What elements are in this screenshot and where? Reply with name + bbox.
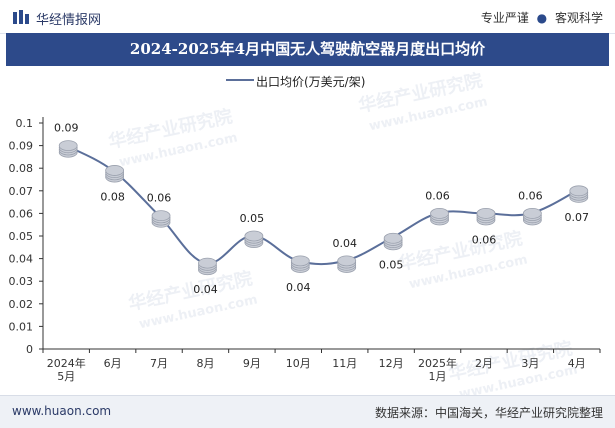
data-point-marker — [430, 207, 449, 226]
x-tick-label: 2024年 5月 — [47, 356, 86, 383]
y-tick-label: 0.06 — [9, 207, 34, 220]
marker-disc — [522, 207, 542, 219]
y-tick-label: 0.08 — [9, 162, 34, 175]
y-tick-label: 0.05 — [9, 230, 34, 243]
tagline-left: 专业严谨 — [480, 11, 529, 25]
data-label: 0.06 — [147, 192, 172, 205]
y-tick-label: 0.03 — [9, 275, 34, 288]
data-point-marker — [290, 255, 310, 273]
y-tick-label: 0.01 — [9, 320, 34, 333]
footer-url[interactable]: www.huaon.com — [12, 404, 112, 418]
x-tick-label: 6月 — [104, 357, 122, 370]
x-tick-label: 2025年 1月 — [418, 356, 457, 383]
data-label: 0.07 — [565, 211, 590, 224]
data-label: 0.06 — [518, 189, 543, 202]
legend-label: 出口均价(万美元/架) — [256, 75, 366, 89]
y-tick-label: 0.07 — [9, 185, 34, 198]
x-tick-label-line: 11月 — [332, 357, 357, 370]
footer: www.huaon.com 数据来源：中国海关，华经产业研究院整理 — [0, 395, 615, 428]
data-point-marker — [569, 185, 589, 203]
data-point-marker — [198, 257, 217, 276]
data-label: 0.08 — [100, 190, 125, 203]
data-label: 0.06 — [472, 233, 497, 246]
data-point-marker — [522, 207, 542, 226]
data-label: 0.05 — [379, 258, 404, 271]
x-tick-label: 10月 — [286, 357, 311, 370]
y-tick-label: 0.1 — [16, 117, 34, 130]
marker-disc — [290, 255, 310, 267]
x-tick-label-line: 2月 — [475, 357, 493, 370]
x-tick-label-line: 4月 — [568, 357, 586, 370]
data-point-marker — [476, 207, 496, 226]
data-point-marker — [337, 255, 357, 273]
marker-disc — [244, 230, 264, 242]
x-tick-label-line: 1月 — [429, 370, 447, 383]
x-tick-label-line: 5月 — [57, 370, 75, 383]
footer-source: 数据来源：中国海关，华经产业研究院整理 — [374, 406, 603, 420]
x-tick-label: 7月 — [150, 357, 168, 370]
y-tick-label: 0.02 — [9, 298, 34, 311]
marker-disc — [105, 165, 125, 176]
legend-line-icon — [226, 79, 254, 81]
y-tick-label: 0.09 — [9, 140, 34, 153]
brand-name: 华经情报网 — [36, 13, 102, 28]
marker-disc — [430, 207, 449, 219]
chart-title: 2024-2025年4月中国无人驾驶航空器月度出口均价 — [129, 40, 486, 58]
data-label: 0.04 — [193, 283, 218, 296]
y-tick-label: 0 — [26, 343, 33, 356]
data-point-marker — [383, 232, 403, 251]
logo-icon — [13, 10, 29, 24]
x-tick-label: 2月 — [475, 357, 493, 370]
tagline: 专业严谨 ● 客观科学 — [481, 9, 603, 26]
x-tick-label-line: 10月 — [286, 357, 311, 370]
tagline-right: 客观科学 — [554, 11, 603, 25]
x-tick-label-line: 7月 — [150, 357, 168, 370]
x-tick-label-line: 8月 — [196, 357, 214, 370]
marker-disc — [151, 210, 171, 222]
marker-disc — [383, 232, 403, 244]
x-tick-label: 3月 — [521, 357, 539, 370]
marker-disc — [476, 207, 496, 219]
x-tick-label-line: 2025年 — [418, 356, 457, 370]
x-tick-label-line: 12月 — [379, 357, 404, 370]
data-point-marker — [151, 210, 171, 228]
data-label: 0.06 — [425, 189, 450, 202]
marker-disc — [337, 255, 357, 267]
x-tick-label-line: 2024年 — [47, 356, 86, 370]
x-tick-label: 12月 — [379, 357, 404, 370]
data-point-marker — [105, 165, 125, 183]
data-point-marker — [58, 140, 78, 158]
data-point-marker — [244, 230, 264, 249]
x-tick-label: 9月 — [243, 357, 261, 370]
bullet-icon: ● — [536, 11, 548, 25]
x-tick-label: 8月 — [196, 357, 214, 370]
x-tick-label-line: 9月 — [243, 357, 261, 370]
y-tick-label: 0.04 — [9, 253, 34, 266]
marker-disc — [198, 257, 217, 269]
data-label: 0.04 — [286, 281, 311, 294]
x-tick-label-line: 6月 — [104, 357, 122, 370]
x-tick-label-line: 3月 — [521, 357, 539, 370]
marker-disc — [569, 185, 589, 197]
data-label: 0.05 — [240, 212, 265, 225]
title-bar: 2024-2025年4月中国无人驾驶航空器月度出口均价 — [6, 33, 609, 66]
x-tick-label: 11月 — [332, 357, 357, 370]
data-label: 0.04 — [332, 237, 357, 250]
marker-disc — [58, 140, 78, 152]
data-label: 0.09 — [54, 122, 79, 135]
x-tick-label: 4月 — [568, 357, 586, 370]
